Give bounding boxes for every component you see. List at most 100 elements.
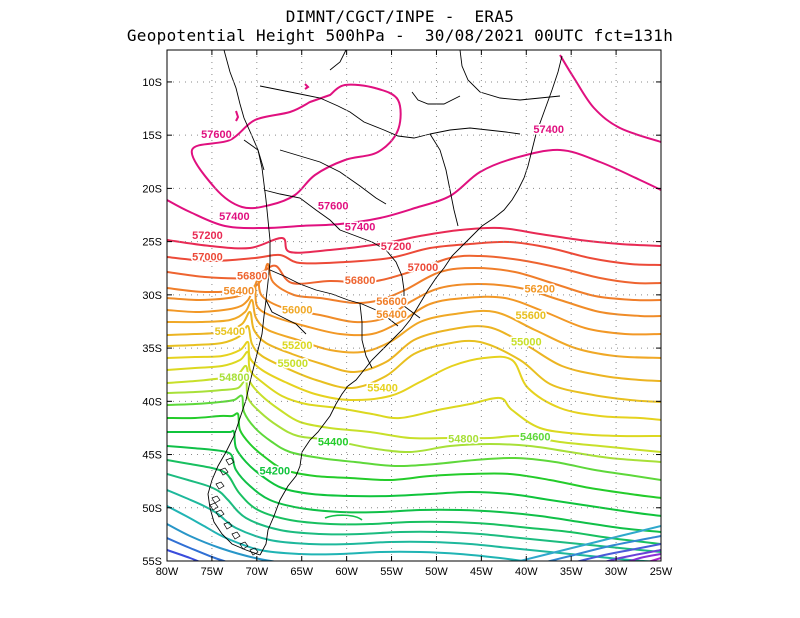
axis-ticks: 80W 75W 70W 65W 60W 55W 50W 45W 40W 35W 30W 25W 10S 1… xyxy=(142,50,673,578)
x-tick-label: 80W xyxy=(156,566,179,578)
x-tick-label: 55W xyxy=(380,566,403,578)
contour-label: 56800 xyxy=(237,271,268,283)
y-tick-label: 35S xyxy=(142,343,162,355)
contour-line-2 xyxy=(559,54,661,143)
contour-line-14 xyxy=(167,364,661,453)
x-tick-label: 65W xyxy=(290,566,313,578)
y-tick-label: 50S xyxy=(142,503,162,515)
contour-line-25 xyxy=(167,537,228,561)
contour-label: 56200 xyxy=(524,283,555,295)
y-tick-label: 10S xyxy=(142,77,162,89)
contour-line-32 xyxy=(647,557,661,561)
x-tick-label: 35W xyxy=(560,566,583,578)
contour-line-blob-2 xyxy=(304,83,310,90)
contour-line-27 xyxy=(515,525,661,561)
contour-label: 55000 xyxy=(511,337,542,349)
coast-segment-4 xyxy=(263,189,341,231)
coast-segment-10 xyxy=(429,127,521,135)
contour-line-18 xyxy=(167,429,661,517)
contour-label: 55600 xyxy=(515,310,546,322)
contour-label: 57400 xyxy=(219,211,250,223)
contour-line-17 xyxy=(167,412,661,499)
contour-line-15 xyxy=(167,378,661,463)
contour-line-23 xyxy=(167,505,531,561)
coast-segment-11 xyxy=(411,91,461,105)
coast-segment-7 xyxy=(269,269,399,327)
contour-line-21 xyxy=(167,473,661,553)
contour-label: 57600 xyxy=(318,200,349,212)
contour-line-blob-1 xyxy=(235,110,240,122)
figure-title-line-1: DIMNT/CGCT/INPE - ERA5 xyxy=(285,7,515,26)
x-tick-label: 50W xyxy=(425,566,448,578)
coast-segment-0 xyxy=(207,50,271,556)
contour-label: 54200 xyxy=(259,465,290,477)
y-tick-label: 30S xyxy=(142,290,162,302)
x-tick-label: 25W xyxy=(650,566,673,578)
figure-title-line-2: Geopotential Height 500hPa - 30/08/2021 … xyxy=(126,26,674,45)
contour-line-3 xyxy=(167,226,661,254)
contour-label: 57000 xyxy=(192,252,223,264)
coast-segment-5 xyxy=(339,229,405,306)
contour-label: 56400 xyxy=(224,286,255,298)
x-tick-label: 70W xyxy=(246,566,269,578)
island-5 xyxy=(231,531,241,540)
contour-line-blob-3 xyxy=(324,514,363,521)
contour-label: 57600 xyxy=(201,129,232,141)
y-tick-label: 25S xyxy=(142,237,162,249)
y-tick-label: 40S xyxy=(142,396,162,408)
contour-line-20 xyxy=(167,459,661,545)
contour-label: 54600 xyxy=(520,431,551,443)
y-tick-label: 15S xyxy=(142,130,162,142)
contour-label: 56000 xyxy=(282,305,313,317)
island-3 xyxy=(215,509,225,518)
contour-label: 56600 xyxy=(376,296,407,308)
contour-line-24 xyxy=(167,523,278,561)
x-tick-label: 60W xyxy=(335,566,358,578)
island-9 xyxy=(209,502,219,511)
y-tick-label: 45S xyxy=(142,450,162,462)
contour-label: 55400 xyxy=(367,382,398,394)
coast-segment-6 xyxy=(403,305,421,319)
contour-line-12 xyxy=(167,340,661,421)
contour-label: 57400 xyxy=(345,222,376,234)
coast-segment-3 xyxy=(279,149,387,205)
coast-segment-2 xyxy=(259,85,431,139)
contour-label: 57400 xyxy=(533,124,564,136)
contour-labels: 57600 57600 57400 57400 57400 57200 57200 57000… xyxy=(191,122,566,479)
contour-line-31 xyxy=(626,553,661,561)
island-2 xyxy=(211,495,221,504)
contour-line-0 xyxy=(190,83,402,210)
coast-segment-14 xyxy=(243,139,265,171)
map-frame xyxy=(166,49,662,562)
contour-line-5 xyxy=(167,254,661,285)
island-6 xyxy=(239,541,249,550)
contour-line-28 xyxy=(545,535,661,561)
geopotential-contours xyxy=(167,54,661,561)
y-tick-label: 20S xyxy=(142,183,162,195)
coast-segment-13 xyxy=(329,50,347,71)
coast-segment-9 xyxy=(429,133,459,227)
contour-line-11 xyxy=(167,324,661,403)
contour-label: 54800 xyxy=(448,434,479,446)
contour-line-10 xyxy=(167,311,661,382)
contour-line-9 xyxy=(167,298,661,359)
contour-line-4 xyxy=(167,240,661,266)
contour-label: 55400 xyxy=(215,326,246,338)
contour-label: 54400 xyxy=(318,437,349,449)
x-tick-label: 45W xyxy=(470,566,493,578)
x-tick-label: 40W xyxy=(515,566,538,578)
contour-line-1 xyxy=(167,148,661,230)
contour-label: 54800 xyxy=(219,372,250,384)
x-tick-label: 30W xyxy=(605,566,628,578)
contour-label: 57000 xyxy=(408,262,439,274)
lat-lon-grid xyxy=(167,50,661,561)
coast-segment-1 xyxy=(259,55,563,556)
contour-line-7 xyxy=(167,278,661,324)
island-7 xyxy=(249,547,259,556)
island-0 xyxy=(219,467,229,476)
contour-label: 55200 xyxy=(282,340,313,352)
island-4 xyxy=(223,521,233,530)
contour-label: 56800 xyxy=(345,275,376,287)
contour-line-22 xyxy=(167,489,661,561)
